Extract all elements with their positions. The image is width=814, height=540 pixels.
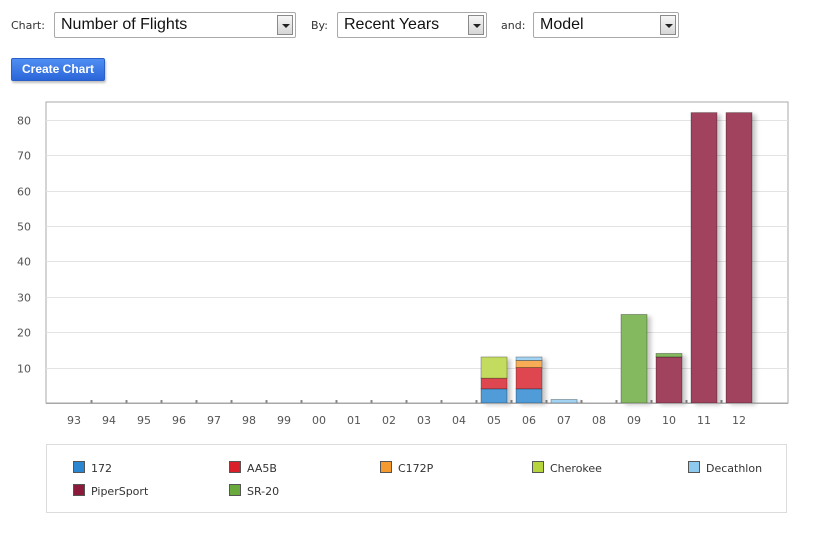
bar-segment xyxy=(620,314,648,404)
x-tick-label: 99 xyxy=(277,414,291,427)
y-tick-label: 30 xyxy=(17,292,31,305)
create-chart-button[interactable]: Create Chart xyxy=(11,58,105,81)
legend-label: 172 xyxy=(91,462,112,475)
x-tick-label: 00 xyxy=(312,414,326,427)
legend-item: Cherokee xyxy=(532,461,602,475)
legend-swatch xyxy=(380,461,392,473)
chart-metric-select-value: Number of Flights xyxy=(61,16,188,33)
chart-label: Chart: xyxy=(11,19,45,32)
y-tick-label: 60 xyxy=(17,186,31,199)
bar-segment xyxy=(480,388,508,404)
chart-metric-select[interactable]: Number of Flights xyxy=(54,12,296,38)
and-label: and: xyxy=(501,19,526,32)
y-tick-label: 80 xyxy=(17,115,31,128)
bar-segment xyxy=(690,112,718,404)
y-tick-label: 70 xyxy=(17,150,31,163)
bar-segment xyxy=(725,112,753,404)
bar-segment xyxy=(515,367,543,390)
x-tick-label: 94 xyxy=(102,414,116,427)
dropdown-arrow-icon[interactable] xyxy=(468,15,484,35)
x-tick-label: 01 xyxy=(347,414,361,427)
x-tick-label: 03 xyxy=(417,414,431,427)
dropdown-arrow-icon[interactable] xyxy=(277,15,293,35)
x-tick-label: 11 xyxy=(697,414,711,427)
breakdown-select[interactable]: Model xyxy=(533,12,679,38)
x-tick-label: 02 xyxy=(382,414,396,427)
bar-segment xyxy=(515,360,543,368)
legend-label: AA5B xyxy=(247,462,277,475)
bar-segment xyxy=(480,356,508,379)
legend-item: 172 xyxy=(73,461,112,475)
y-tick-label: 10 xyxy=(17,363,31,376)
y-tick-label: 40 xyxy=(17,256,31,269)
x-tick-label: 97 xyxy=(207,414,221,427)
legend-swatch xyxy=(532,461,544,473)
flights-bar-chart: 10 20 30 40 50 60 70 80 93 94 95 96 97 98 99 00 01 02 03 04… xyxy=(17,101,789,427)
legend-swatch xyxy=(229,484,241,496)
plot-area xyxy=(45,101,789,404)
y-tick-label: 20 xyxy=(17,327,31,340)
chart-legend: 172 AA5B C172P Cherokee Decathlon PiperSport S… xyxy=(46,444,787,513)
bar-segment xyxy=(480,377,508,390)
bar-segment xyxy=(655,356,683,404)
group-by-select[interactable]: Recent Years xyxy=(337,12,487,38)
by-label: By: xyxy=(311,19,328,32)
y-tick-label: 50 xyxy=(17,221,31,234)
x-tick-label: 98 xyxy=(242,414,256,427)
dropdown-arrow-icon[interactable] xyxy=(660,15,676,35)
legend-label: Cherokee xyxy=(550,462,602,475)
x-tick-label: 93 xyxy=(67,414,81,427)
x-tick-label: 09 xyxy=(627,414,641,427)
bar-segment xyxy=(515,356,543,361)
legend-item: SR-20 xyxy=(229,484,279,498)
legend-label: SR-20 xyxy=(247,485,280,498)
legend-label: Decathlon xyxy=(706,462,763,475)
legend-item: C172P xyxy=(380,461,433,475)
group-by-select-value: Recent Years xyxy=(344,16,440,33)
legend-item: PiperSport xyxy=(73,484,148,498)
legend-item: Decathlon xyxy=(688,461,762,475)
x-tick-label: 12 xyxy=(732,414,746,427)
legend-item: AA5B xyxy=(229,461,277,475)
legend-label: C172P xyxy=(398,462,434,475)
x-tick-label: 04 xyxy=(452,414,466,427)
bar-segment xyxy=(550,399,578,404)
x-tick-label: 10 xyxy=(662,414,676,427)
x-tick-label: 96 xyxy=(172,414,186,427)
x-tick-label: 08 xyxy=(592,414,606,427)
legend-swatch xyxy=(73,484,85,496)
legend-swatch xyxy=(73,461,85,473)
breakdown-select-value: Model xyxy=(540,16,584,33)
legend-label: PiperSport xyxy=(91,485,149,498)
x-tick-label: 05 xyxy=(487,414,501,427)
x-tick-label: 06 xyxy=(522,414,536,427)
bar-segment xyxy=(515,388,543,404)
x-tick-label: 07 xyxy=(557,414,571,427)
legend-swatch xyxy=(688,461,700,473)
bar-segment xyxy=(655,353,683,358)
legend-swatch xyxy=(229,461,241,473)
x-tick-label: 95 xyxy=(137,414,151,427)
